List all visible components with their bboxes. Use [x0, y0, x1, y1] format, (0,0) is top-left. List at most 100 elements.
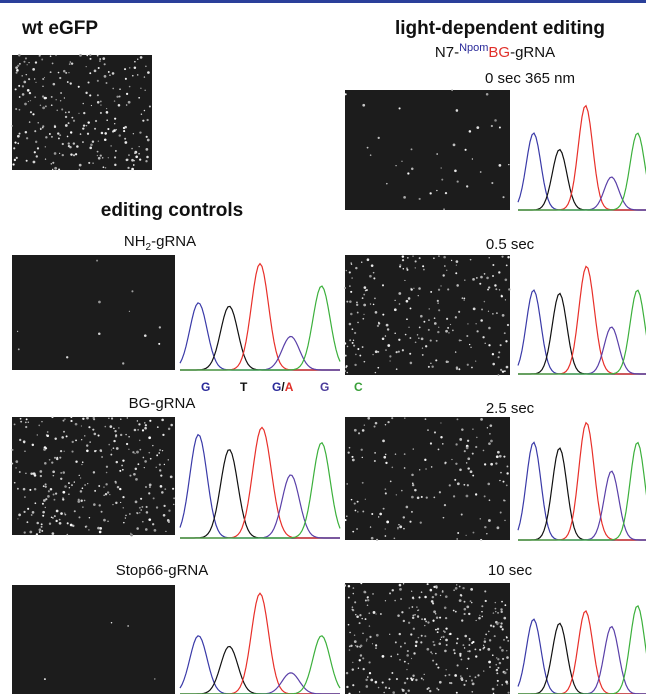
label-subscript: 2	[145, 242, 152, 253]
base: G	[272, 380, 282, 394]
cell-spot	[472, 278, 475, 281]
cell-spot	[50, 516, 53, 518]
cell-spot	[42, 77, 45, 81]
cell-spot	[470, 346, 472, 349]
cell-spot	[403, 195, 406, 199]
cell-spot	[499, 646, 502, 649]
cell-spot	[438, 309, 441, 312]
cell-spot	[447, 326, 450, 329]
cell-spot	[398, 292, 402, 295]
cell-spot	[346, 685, 349, 689]
cell-spot	[444, 616, 448, 620]
cell-spot	[34, 61, 38, 64]
cell-spot	[69, 61, 72, 63]
cell-spot	[503, 370, 506, 373]
cell-spot	[98, 300, 101, 304]
cell-spot	[490, 439, 493, 443]
cell-spot	[349, 339, 352, 342]
cell-spot	[116, 485, 120, 489]
cell-spot	[468, 637, 471, 640]
cell-spot	[426, 688, 429, 691]
cell-spot	[115, 447, 119, 450]
cell-spot	[55, 519, 58, 523]
cell-spot	[80, 425, 83, 427]
cell-spot	[506, 465, 509, 468]
cell-spot	[122, 362, 125, 365]
cell-spot	[351, 341, 354, 344]
cell-spot	[503, 455, 506, 458]
cell-spot	[138, 423, 141, 426]
cell-spot	[356, 301, 358, 304]
cell-spot	[480, 417, 483, 421]
cell-spot	[145, 160, 148, 163]
cell-spot	[486, 427, 489, 429]
cell-spot	[504, 604, 507, 607]
cell-spot	[377, 366, 380, 369]
cell-spot	[347, 451, 350, 454]
cell-spot	[364, 618, 367, 621]
cell-spot	[145, 148, 149, 151]
cell-spot	[406, 654, 409, 657]
cell-spot	[426, 647, 430, 651]
cell-spot	[443, 606, 447, 610]
cell-spot	[137, 58, 139, 60]
cell-spot	[56, 456, 59, 459]
trace	[179, 635, 340, 694]
cell-spot	[384, 335, 387, 337]
cell-spot	[488, 499, 491, 502]
cell-spot	[162, 433, 165, 437]
cell-spot	[448, 673, 451, 676]
cell-spot	[167, 427, 171, 431]
cell-spot	[42, 85, 44, 88]
cell-spot	[395, 368, 398, 370]
cell-spot	[459, 652, 462, 656]
cell-spot	[371, 643, 374, 645]
cell-spot	[435, 359, 438, 362]
cell-spot	[500, 368, 503, 372]
cell-spot	[406, 649, 409, 653]
cell-spot	[424, 345, 428, 348]
cell-spot	[468, 650, 471, 653]
cell-spot	[92, 471, 96, 474]
cell-spot	[136, 74, 139, 76]
cell-spot	[96, 259, 99, 262]
cell-spot	[357, 511, 359, 513]
cell-spot	[39, 470, 43, 473]
construct-cage: Npom	[459, 42, 489, 54]
cell-spot	[472, 531, 475, 534]
cell-spot	[456, 180, 459, 183]
cell-spot	[52, 517, 54, 519]
cell-spot	[355, 353, 357, 356]
label-part: NH	[123, 233, 146, 250]
cell-spot	[98, 332, 101, 336]
cell-spot	[481, 308, 484, 311]
cell-spot	[90, 143, 93, 147]
cell-spot	[365, 678, 368, 682]
cell-spot	[159, 485, 163, 488]
cell-spot	[372, 303, 375, 306]
cell-spot	[44, 506, 46, 509]
cell-spot	[409, 520, 412, 523]
cell-spot	[144, 426, 147, 430]
cell-spot	[462, 644, 465, 647]
cell-spot	[18, 108, 21, 111]
cell-spot	[363, 313, 365, 316]
cell-spot	[375, 647, 377, 649]
cell-spot	[414, 267, 416, 269]
cell-spot	[99, 154, 102, 157]
cell-spot	[375, 633, 379, 637]
cell-spot	[508, 288, 511, 291]
cell-spot	[359, 354, 362, 357]
cell-spot	[454, 316, 458, 319]
cell-spot	[50, 104, 53, 107]
cell-spot	[11, 462, 14, 465]
cell-spot	[141, 429, 145, 432]
cell-spot	[397, 526, 399, 529]
cell-spot	[13, 481, 16, 484]
cell-spot	[360, 448, 363, 451]
cell-spot	[437, 302, 439, 304]
cell-spot	[501, 313, 505, 317]
cell-spot	[399, 587, 402, 591]
cell-spot	[409, 352, 412, 355]
cell-spot	[82, 141, 84, 143]
